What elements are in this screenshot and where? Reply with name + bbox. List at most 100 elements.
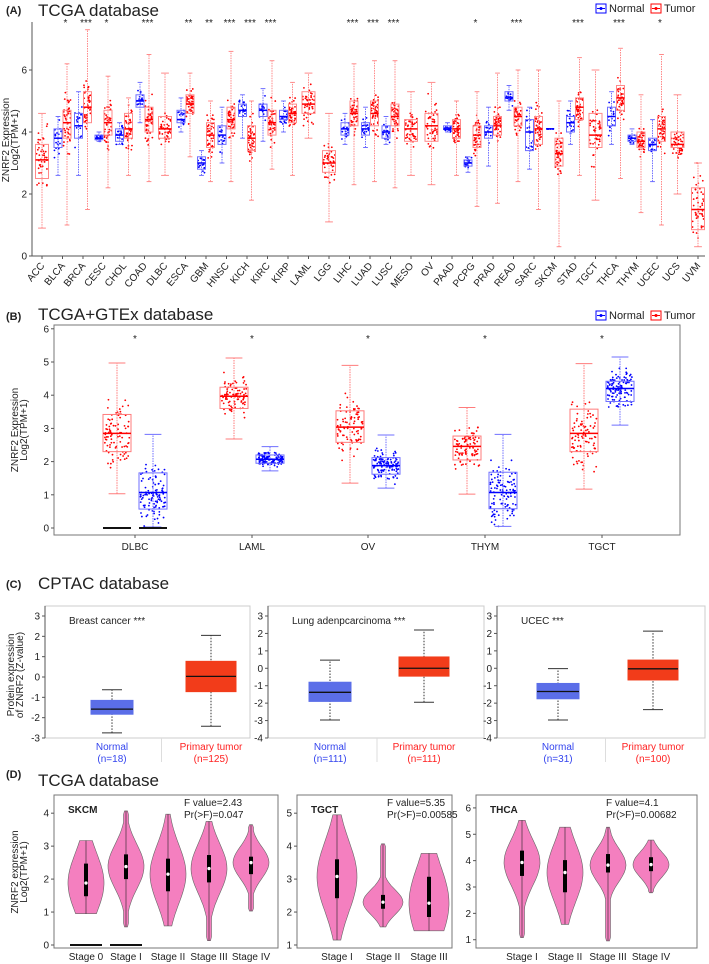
tumor-point [411, 122, 414, 125]
tumor-point [434, 103, 436, 106]
tumor-point [473, 449, 476, 452]
tumor-point [130, 109, 133, 112]
tumor-point [556, 138, 559, 141]
normal-point [159, 498, 162, 501]
tumor-point [206, 114, 209, 117]
normal-point [626, 392, 629, 394]
normal-point [629, 373, 632, 376]
tumor-point [67, 132, 70, 135]
tumor-point [434, 134, 436, 137]
tumor-point [161, 133, 164, 135]
normal-point [566, 109, 569, 112]
tumor-point [64, 115, 66, 118]
tumor-point [212, 137, 215, 139]
y-tick-label: 1 [257, 646, 263, 657]
normal-point [149, 476, 152, 479]
tumor-point [105, 137, 108, 139]
normal-point [509, 93, 512, 96]
tumor-point [239, 392, 242, 395]
normal-point [159, 480, 162, 483]
x-tick-label: PCPG [451, 261, 478, 290]
tumor-point [352, 407, 355, 410]
normal-point [76, 120, 79, 123]
tumor-point [119, 416, 122, 419]
normal-point [613, 398, 616, 401]
tumor-point [303, 118, 305, 121]
tumor-point [303, 86, 305, 89]
tumor-point [556, 161, 558, 163]
tumor-point [244, 392, 247, 395]
normal-point [347, 129, 349, 132]
tumor-point [469, 436, 472, 439]
tumor-point [38, 172, 40, 174]
tumor-point [310, 121, 313, 124]
tumor-point [109, 443, 111, 446]
tumor-point [597, 122, 600, 125]
tumor-point [64, 134, 66, 137]
normal-point [120, 130, 122, 133]
normal-point [624, 391, 626, 394]
normal-point [202, 159, 204, 161]
tumor-point [406, 125, 409, 128]
tumor-point [621, 102, 624, 105]
tumor-box [670, 131, 685, 148]
tumor-point [186, 111, 189, 113]
tumor-point [273, 126, 276, 129]
tumor-point [474, 451, 477, 453]
tumor-point [150, 117, 153, 119]
normal-point [218, 140, 221, 143]
normal-point [649, 144, 651, 147]
normal-point [499, 498, 502, 501]
tumor-point [109, 99, 112, 102]
tumor-point [248, 139, 250, 142]
tumor-point [118, 408, 121, 410]
chart-title: THCA [490, 805, 518, 816]
normal-point [148, 502, 151, 504]
y-tick-label: 2 [286, 908, 292, 919]
y-axis-label: Protein expression [6, 634, 17, 717]
tumor-point [592, 142, 594, 145]
tumor-point [555, 140, 558, 143]
tumor-point [231, 388, 234, 391]
tumor-point [109, 103, 112, 106]
x-tick-label: OV [361, 542, 376, 553]
tumor-point [663, 120, 665, 122]
y-axis-label: Log2(TPM+1) [10, 109, 21, 170]
tumor-point [518, 129, 521, 132]
tumor-point [453, 122, 456, 124]
tumor-point [227, 114, 230, 116]
tumor-box [35, 143, 49, 179]
tumor-point [248, 153, 251, 156]
tumor-point [592, 414, 594, 416]
tumor-point [69, 126, 71, 129]
normal-point [273, 459, 275, 462]
tumor-point [433, 118, 436, 121]
legend-tumor-swatch [650, 310, 662, 321]
tumor-point [336, 418, 339, 421]
normal-point [508, 481, 511, 484]
tumor-point [323, 176, 326, 179]
normal-point [607, 406, 610, 408]
tumor-point [249, 115, 252, 118]
tumor-point [108, 425, 111, 428]
tumor-point [326, 157, 329, 160]
tumor-point [289, 96, 291, 99]
tumor-point [638, 136, 641, 138]
normal-point [75, 126, 78, 129]
tumor-point [331, 169, 334, 172]
normal-box [138, 472, 168, 510]
tumor-point [356, 97, 359, 100]
tumor-point [85, 117, 87, 120]
tumor-point [145, 124, 148, 126]
normal-point [387, 132, 390, 135]
legend-normal-label: Normal [609, 310, 644, 322]
tumor-point [83, 84, 85, 87]
normal-point [139, 495, 142, 498]
chart-title: SKCM [68, 805, 97, 816]
tumor-point [472, 152, 475, 155]
tumor-point [268, 128, 271, 131]
tumor-point [357, 438, 360, 441]
significance-label: ** [185, 18, 193, 29]
tumor-point [431, 131, 434, 134]
